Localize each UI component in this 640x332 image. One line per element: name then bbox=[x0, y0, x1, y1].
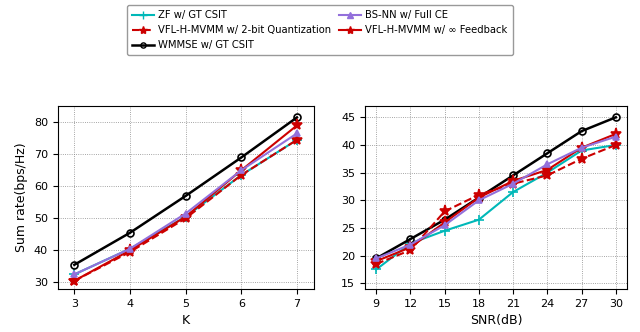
Y-axis label: Sum rate(bps/Hz): Sum rate(bps/Hz) bbox=[15, 143, 28, 252]
X-axis label: K: K bbox=[182, 314, 189, 327]
Legend: ZF w/ GT CSIT, VFL-H-MVMM w/ 2-bit Quantization, WMMSE w/ GT CSIT, BS-NN w/ Full: ZF w/ GT CSIT, VFL-H-MVMM w/ 2-bit Quant… bbox=[127, 5, 513, 55]
X-axis label: SNR(dB): SNR(dB) bbox=[470, 314, 522, 327]
